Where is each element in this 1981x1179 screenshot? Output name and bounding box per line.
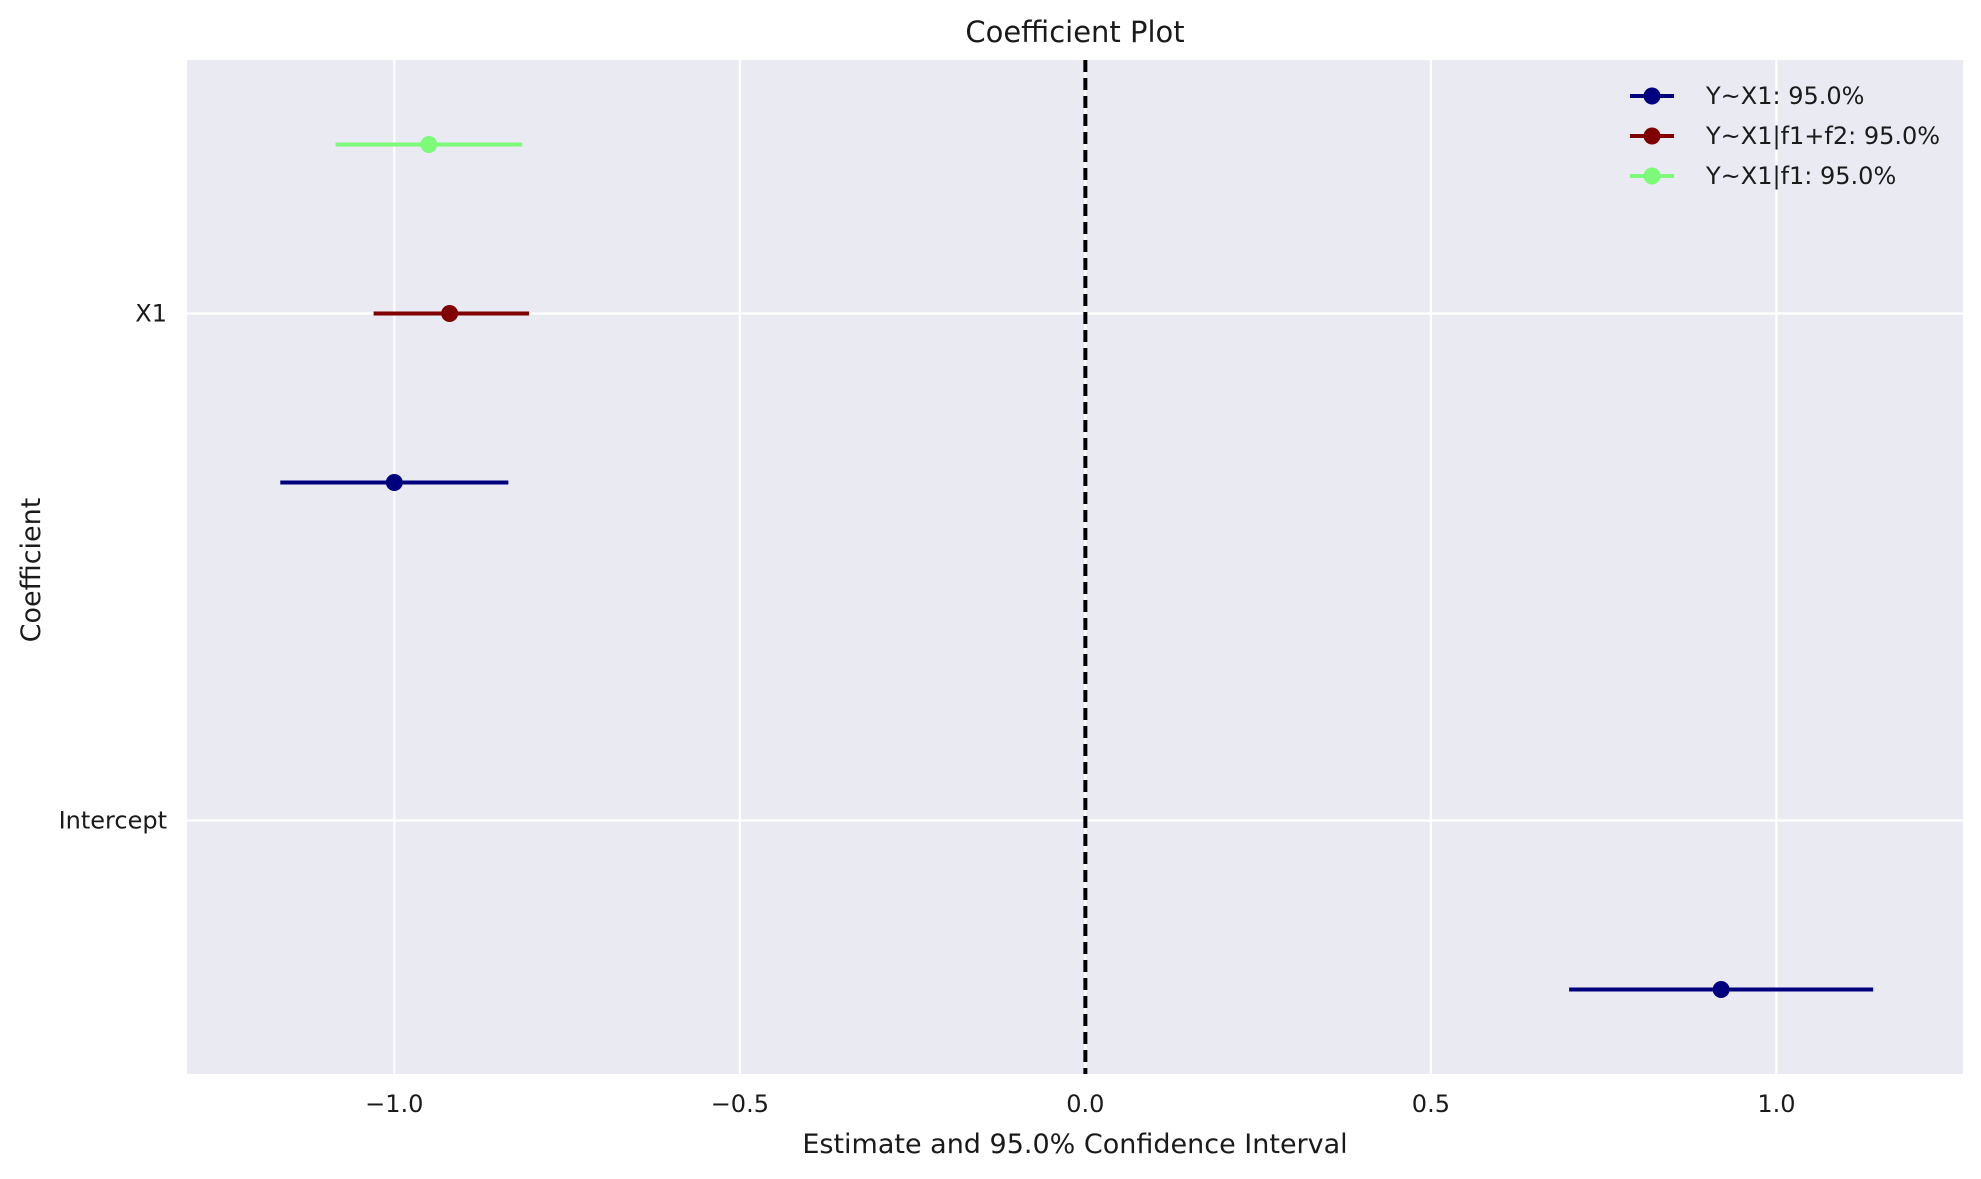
legend-label: Y~X1|f1: 95.0% [1705, 162, 1896, 190]
x-tick-label: 0.5 [1412, 1090, 1450, 1118]
x-axis-title: Estimate and 95.0% Confidence Interval [802, 1129, 1347, 1160]
estimate-point [1712, 981, 1730, 998]
plot-area [187, 60, 1963, 1074]
x-tick-label: 1.0 [1757, 1090, 1795, 1118]
y-tick-label: X1 [135, 300, 167, 328]
y-tick-labels: Intercept X1 [59, 300, 167, 835]
legend-marker [1643, 167, 1661, 185]
y-axis-title: Coefficient [16, 498, 47, 643]
estimate-point [441, 305, 459, 322]
legend-marker [1643, 87, 1661, 105]
x-tick-label: −1.0 [365, 1090, 423, 1118]
chart-title: Coefficient Plot [965, 15, 1184, 49]
legend-label: Y~X1|f1+f2: 95.0% [1705, 122, 1940, 150]
legend-label: Y~X1: 95.0% [1705, 82, 1864, 110]
legend-marker [1643, 127, 1661, 145]
legend: Y~X1: 95.0% Y~X1|f1+f2: 95.0% Y~X1|f1: 95.… [1630, 82, 1940, 190]
x-tick-label: −0.5 [711, 1090, 769, 1118]
series-layer [280, 136, 1874, 998]
estimate-point [420, 136, 438, 153]
x-tick-label: 0.0 [1066, 1090, 1104, 1118]
x-tick-labels: −1.0 −0.5 0.0 0.5 1.0 [365, 1090, 1795, 1118]
y-tick-label: Intercept [59, 807, 167, 835]
estimate-point [385, 474, 403, 491]
